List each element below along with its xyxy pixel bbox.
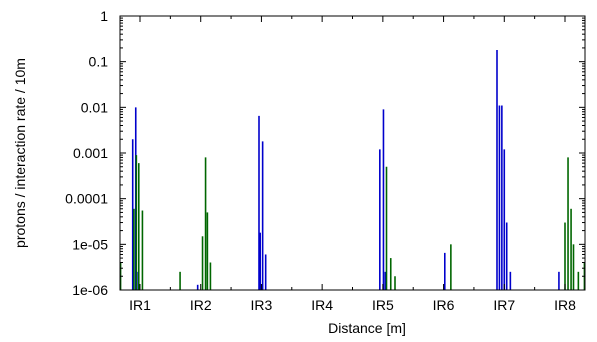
x-tick-label: IR8 xyxy=(554,297,576,313)
y-tick-label: 1e-06 xyxy=(72,282,108,298)
y-tick-label: 0.0001 xyxy=(65,191,108,207)
y-axis-title: protons / interaction rate / 10m xyxy=(12,58,28,248)
x-tick-label: IR3 xyxy=(251,297,273,313)
y-tick-label: 0.001 xyxy=(73,145,108,161)
x-tick-label: IR2 xyxy=(190,297,212,313)
x-tick-label: IR5 xyxy=(372,297,394,313)
bars-group xyxy=(119,50,586,290)
x-tick-label: IR1 xyxy=(129,297,151,313)
x-tick-label: IR6 xyxy=(433,297,455,313)
x-tick-label: IR4 xyxy=(311,297,333,313)
x-axis: IR1 IR2 IR3 IR4 IR5 IR6 IR7 IR8 xyxy=(129,16,576,313)
x-axis-title: Distance [m] xyxy=(328,320,406,336)
y-tick-label: 1 xyxy=(100,8,108,24)
y-tick-label: 1e-05 xyxy=(72,236,108,252)
y-tick-label: 0.01 xyxy=(81,99,108,115)
y-axis: 1 0.1 0.01 0.001 0.0001 1e-05 1e-06 xyxy=(65,8,585,298)
y-tick-label: 0.1 xyxy=(89,54,109,70)
x-tick-label: IR7 xyxy=(493,297,515,313)
plot-frame xyxy=(119,15,586,291)
